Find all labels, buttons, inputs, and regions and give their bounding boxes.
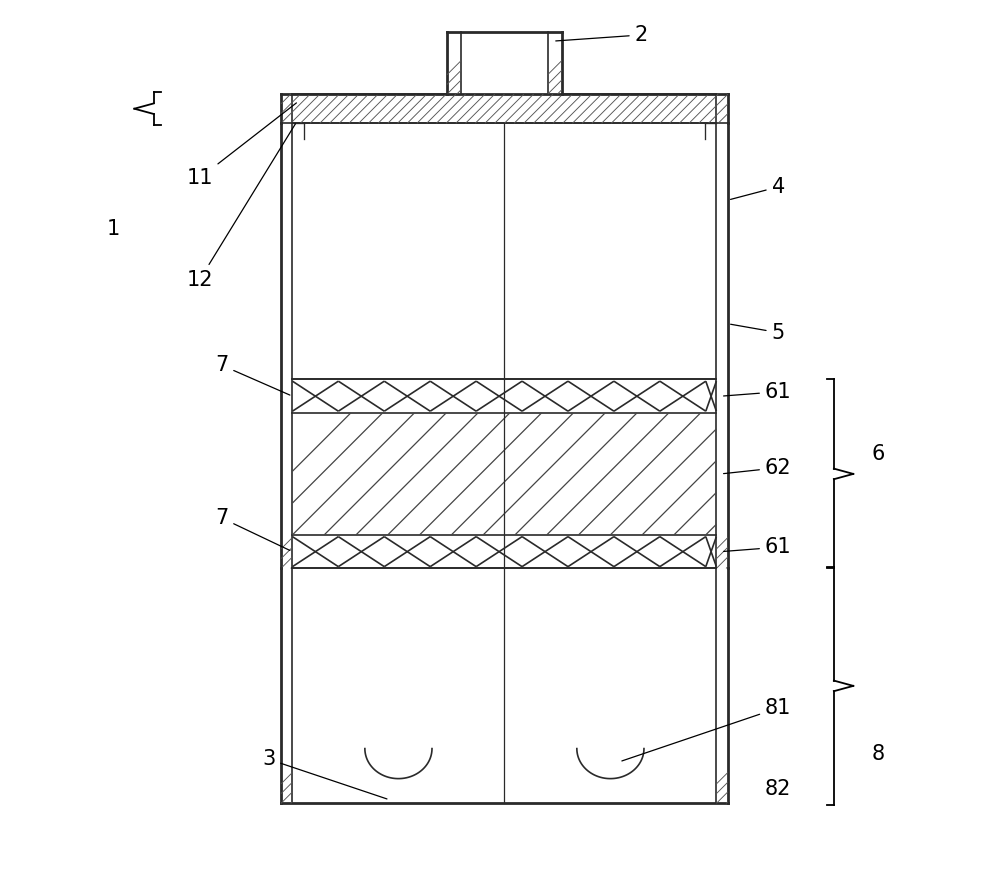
Text: 62: 62 [724, 458, 792, 478]
Text: 2: 2 [556, 25, 648, 45]
Text: 4: 4 [731, 177, 785, 199]
Text: 81: 81 [622, 698, 791, 761]
Text: 11: 11 [186, 103, 296, 188]
Text: 1: 1 [107, 219, 120, 239]
Text: 61: 61 [724, 382, 792, 401]
Text: 61: 61 [724, 537, 792, 557]
Text: 6: 6 [871, 444, 885, 463]
Text: 5: 5 [731, 323, 785, 343]
Text: 82: 82 [765, 779, 791, 799]
Text: 7: 7 [215, 355, 290, 395]
Text: 3: 3 [262, 750, 387, 799]
Text: 8: 8 [871, 744, 885, 764]
Text: 7: 7 [215, 508, 290, 550]
Text: 12: 12 [186, 124, 295, 290]
